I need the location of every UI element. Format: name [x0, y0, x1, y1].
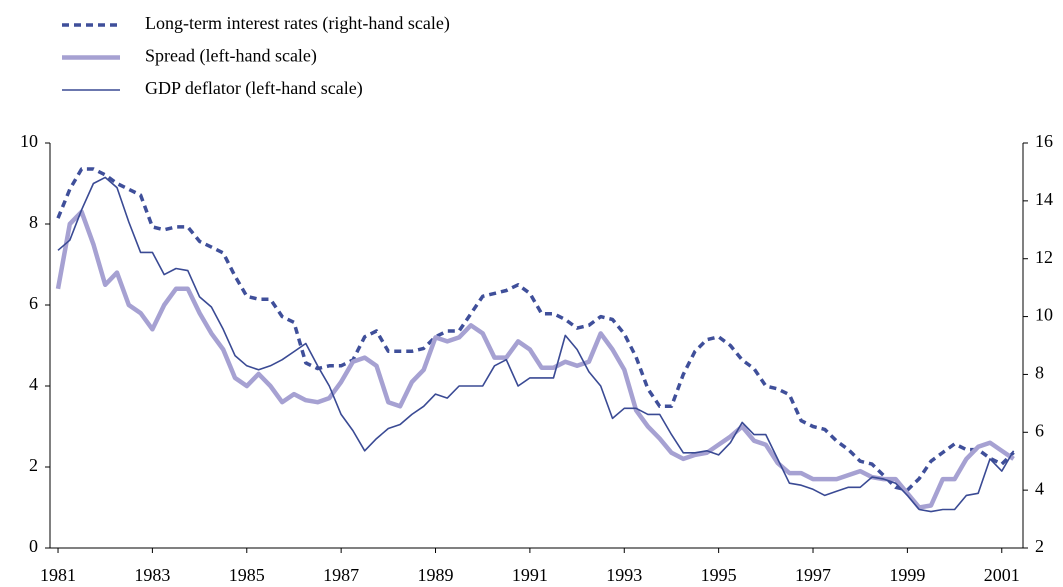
y-tick-label: 10 [20, 131, 38, 151]
y-tick-label: 0 [29, 536, 38, 556]
x-tick-label: 1989 [418, 565, 454, 585]
y-tick-label: 6 [29, 293, 38, 313]
x-tick-label: 2001 [984, 565, 1020, 585]
legend-label: Spread (left-hand scale) [145, 46, 317, 67]
x-tick-label: 1985 [229, 565, 265, 585]
legend-label: GDP deflator (left-hand scale) [145, 78, 363, 99]
y2-tick-label: 6 [1035, 420, 1044, 440]
y2-tick-label: 16 [1035, 131, 1053, 151]
x-tick-label: 1991 [512, 565, 548, 585]
y2-tick-label: 14 [1035, 189, 1053, 209]
y2-tick-label: 12 [1035, 247, 1053, 267]
y-tick-label: 4 [29, 374, 38, 394]
x-tick-label: 1983 [134, 565, 170, 585]
series-line [55, 209, 1015, 510]
series-line [56, 167, 1015, 492]
y-tick-label: 2 [29, 455, 38, 475]
x-tick-label: 1987 [323, 565, 359, 585]
legend-label: Long-term interest rates (right-hand sca… [145, 13, 450, 34]
x-tick-label: 1999 [889, 565, 925, 585]
y-tick-label: 8 [29, 212, 38, 232]
x-tick-label: 1997 [795, 565, 831, 585]
x-tick-label: 1995 [701, 565, 737, 585]
y2-tick-label: 4 [1035, 478, 1044, 498]
y2-tick-label: 8 [1035, 363, 1044, 383]
x-tick-label: 1981 [40, 565, 76, 585]
series-line [57, 176, 1015, 513]
y2-tick-label: 10 [1035, 305, 1053, 325]
x-tick-label: 1993 [606, 565, 642, 585]
y2-tick-label: 2 [1035, 536, 1044, 556]
